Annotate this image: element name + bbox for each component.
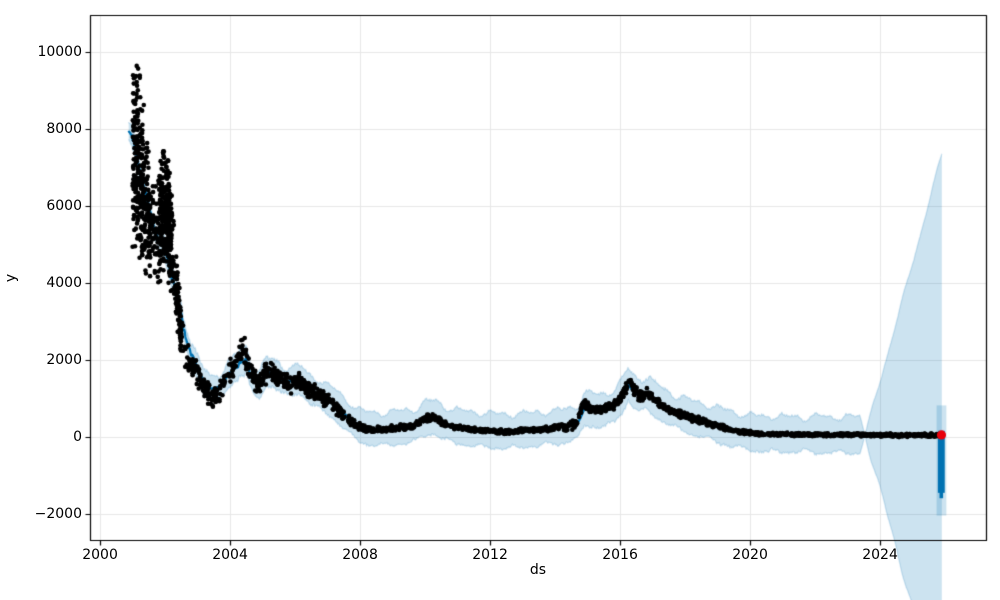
x-tick-label-2008: 2008 — [342, 547, 378, 563]
x-tick-label-2004: 2004 — [212, 547, 248, 563]
y-tick-label-6000: 6000 — [46, 197, 82, 214]
x-tick-label-2024: 2024 — [862, 547, 898, 563]
y-tick-label-4000: 4000 — [46, 274, 82, 291]
x-tick-label-2000: 2000 — [82, 547, 118, 563]
x-tick-label-2012: 2012 — [472, 547, 508, 563]
x-tick-label-2016: 2016 — [602, 547, 638, 563]
y-tick-label-10000: 10000 — [37, 43, 82, 60]
y-tick-label-2000: 2000 — [46, 351, 82, 368]
y-tick-label-−2000: −2000 — [34, 506, 82, 522]
y-tick-label-0: 0 — [73, 429, 82, 445]
y-tick-label-8000: 8000 — [46, 120, 82, 137]
x-axis-label: ds — [529, 562, 547, 578]
x-tick-label-2020: 2020 — [732, 547, 768, 563]
y-axis-label: y — [3, 273, 19, 283]
